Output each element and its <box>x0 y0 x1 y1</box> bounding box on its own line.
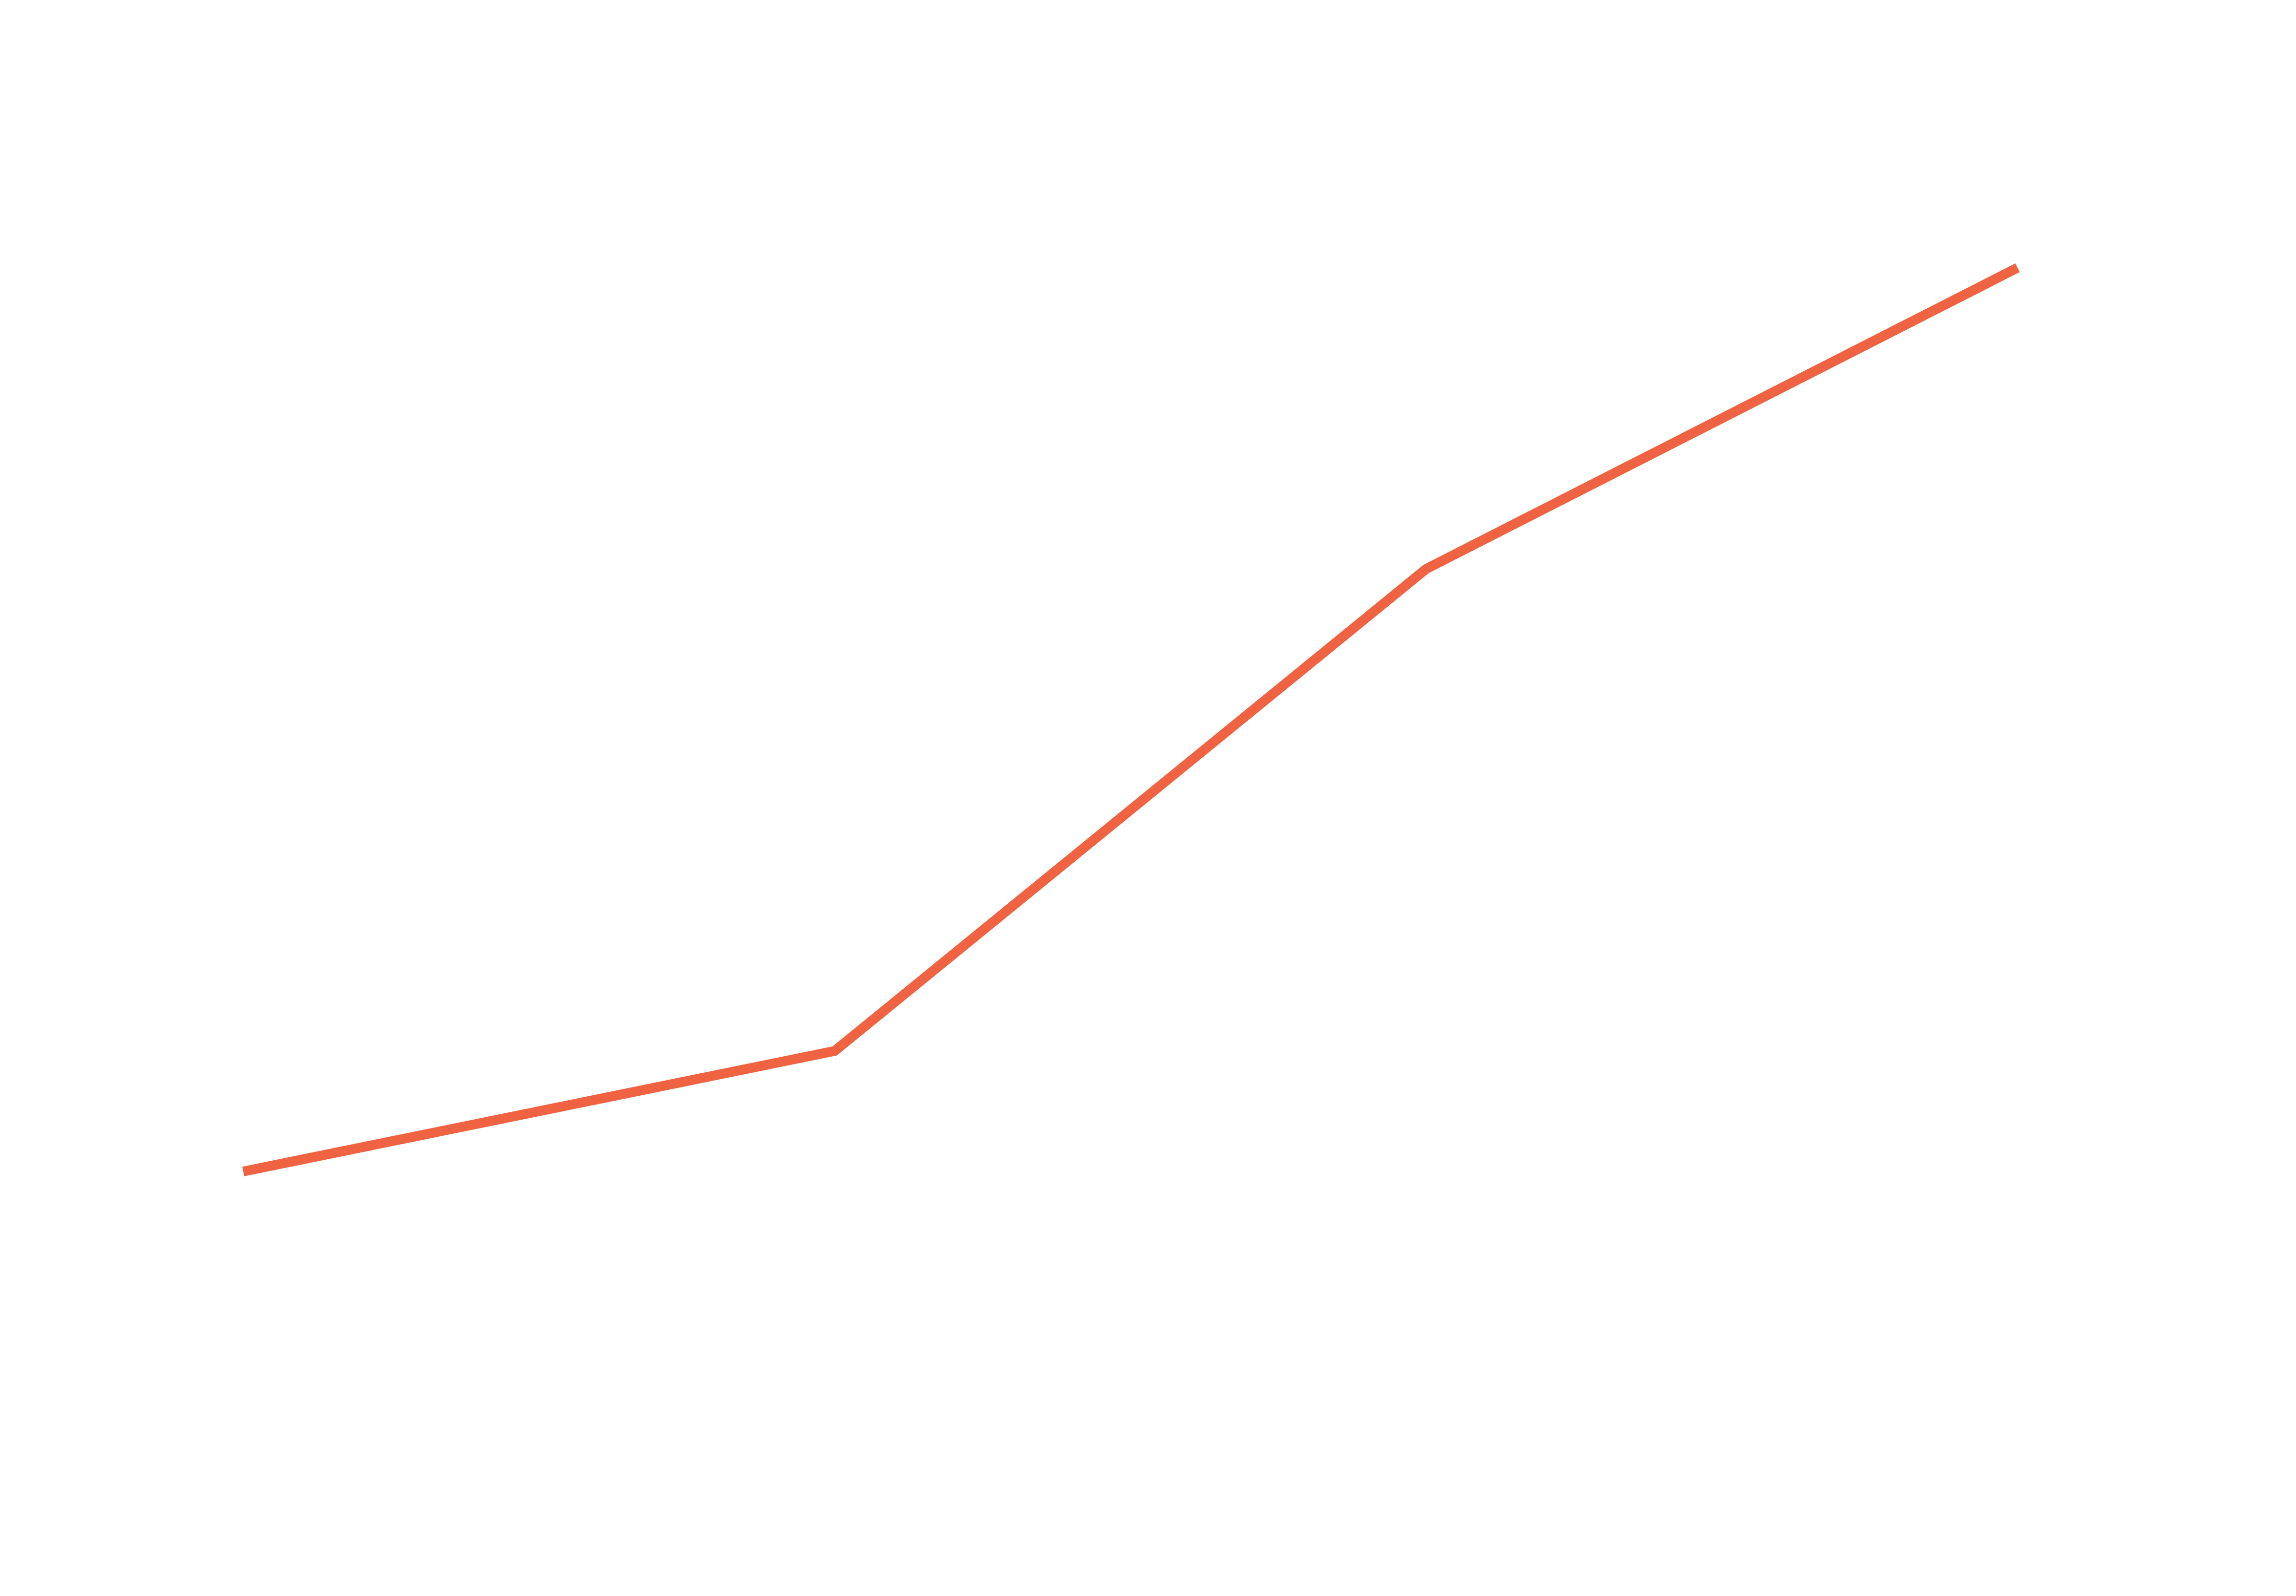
data-line <box>242 263 2020 1176</box>
